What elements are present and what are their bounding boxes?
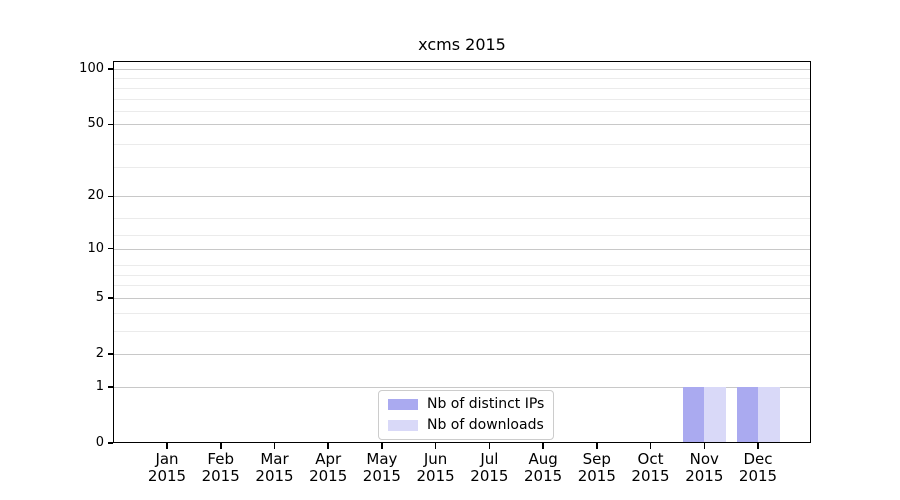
x-tick-label: Dec 2015 — [713, 451, 803, 485]
x-tick-year: 2015 — [631, 467, 670, 485]
legend-swatch-distinct-ips-icon — [388, 399, 418, 410]
x-tick-label: Jul 2015 — [444, 451, 534, 485]
legend-label-downloads: Nb of downloads — [427, 417, 544, 433]
y-tick-mark — [107, 297, 113, 299]
x-tick-mark — [273, 443, 276, 449]
minor-gridline — [113, 285, 811, 287]
x-tick-label: Jan 2015 — [122, 451, 212, 485]
y-tick-mark — [107, 442, 113, 444]
y-tick-mark — [107, 353, 113, 355]
x-tick-month: Jan — [155, 450, 179, 468]
x-tick-mark — [381, 443, 383, 449]
x-tick-label: Feb 2015 — [176, 451, 266, 485]
legend-item-distinct-ips: Nb of distinct IPs — [388, 396, 544, 413]
x-tick-year: 2015 — [470, 467, 509, 485]
minor-gridline — [113, 218, 811, 220]
y-tick-mark — [107, 123, 113, 126]
y-tick-label: 100 — [79, 61, 104, 76]
x-tick-label: Jun 2015 — [391, 451, 481, 485]
y-tick-label: 50 — [87, 116, 104, 132]
x-tick-month: Aug — [528, 450, 558, 468]
x-tick-year: 2015 — [309, 467, 348, 485]
bar-dec-downloads — [758, 386, 780, 443]
x-tick-label: May 2015 — [337, 451, 427, 485]
x-tick-label: Aug 2015 — [498, 451, 588, 485]
x-tick-mark — [757, 443, 759, 449]
legend-item-downloads: Nb of downloads — [388, 417, 544, 434]
minor-gridline — [113, 111, 811, 113]
x-tick-mark — [488, 443, 491, 449]
plot-area: Nb of distinct IPs Nb of downloads — [113, 61, 811, 443]
x-tick-month: Jun — [423, 450, 448, 468]
x-tick-month: Jul — [480, 450, 499, 468]
y-tick-mark — [107, 68, 113, 70]
x-tick-month: Mar — [260, 450, 289, 468]
x-tick-mark — [166, 443, 168, 449]
major-gridline — [113, 196, 811, 198]
x-tick-year: 2015 — [524, 467, 563, 485]
y-tick-mark — [107, 195, 113, 197]
bar-nov-distinct-ips — [682, 386, 705, 443]
y-tick-label: 10 — [87, 240, 104, 256]
major-gridline — [113, 69, 811, 70]
legend-label-distinct-ips: Nb of distinct IPs — [427, 396, 545, 412]
x-tick-month: Feb — [207, 450, 234, 468]
bar-nov-downloads — [704, 386, 726, 443]
major-gridline — [113, 297, 811, 299]
minor-gridline — [113, 330, 811, 332]
x-tick-year: 2015 — [685, 467, 724, 485]
x-tick-year: 2015 — [416, 467, 455, 485]
x-tick-mark — [434, 443, 437, 449]
x-tick-mark — [542, 443, 544, 449]
y-tick-label: 20 — [87, 188, 104, 204]
x-tick-year: 2015 — [738, 467, 778, 485]
x-tick-mark — [327, 443, 329, 449]
chart-title: xcms 2015 — [418, 35, 506, 54]
major-gridline — [113, 386, 811, 388]
x-tick-mark — [703, 443, 705, 449]
y-tick-mark — [107, 247, 113, 250]
y-tick-label: 1 — [95, 378, 104, 394]
x-tick-mark — [596, 443, 598, 449]
minor-gridline — [113, 144, 811, 146]
x-tick-label: Nov 2015 — [659, 451, 749, 485]
minor-gridline — [113, 87, 811, 89]
x-tick-year: 2015 — [147, 467, 187, 485]
y-tick-label: 5 — [95, 289, 104, 305]
x-tick-label: Apr 2015 — [283, 451, 373, 485]
x-tick-month: May — [366, 450, 398, 468]
x-tick-mark — [220, 443, 222, 449]
y-tick-mark — [107, 386, 113, 388]
major-gridline — [113, 248, 811, 250]
minor-gridline — [113, 98, 811, 100]
x-tick-year: 2015 — [362, 467, 401, 485]
y-tick-label: 0 — [95, 435, 104, 450]
minor-gridline — [113, 264, 811, 266]
x-tick-month: Oct — [637, 450, 664, 468]
x-tick-year: 2015 — [577, 467, 616, 485]
x-tick-month: Dec — [743, 450, 773, 468]
minor-gridline — [113, 167, 811, 169]
x-tick-month: Apr — [315, 450, 342, 468]
x-tick-label: Mar 2015 — [230, 451, 320, 485]
x-tick-month: Sep — [582, 450, 611, 468]
major-gridline — [113, 354, 811, 355]
x-tick-label: Oct 2015 — [606, 451, 696, 485]
y-tick-label: 2 — [95, 346, 104, 361]
major-gridline — [113, 124, 811, 126]
minor-gridline — [113, 312, 811, 314]
bar-dec-distinct-ips — [736, 386, 758, 443]
legend: Nb of distinct IPs Nb of downloads — [378, 390, 555, 440]
x-tick-year: 2015 — [255, 467, 294, 485]
x-tick-month: Nov — [689, 450, 719, 468]
x-tick-year: 2015 — [201, 467, 240, 485]
x-tick-label: Sep 2015 — [552, 451, 642, 485]
minor-gridline — [113, 274, 811, 276]
legend-swatch-downloads-icon — [388, 420, 418, 431]
x-tick-mark — [649, 443, 652, 449]
minor-gridline — [113, 78, 811, 80]
minor-gridline — [113, 235, 811, 237]
